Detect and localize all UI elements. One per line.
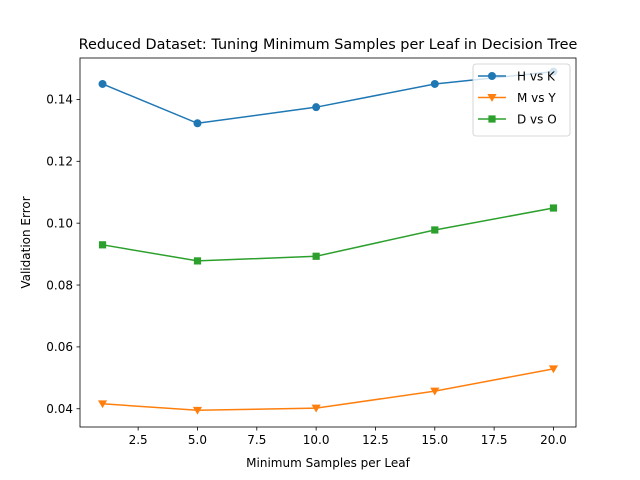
plot-area: [79, 57, 577, 428]
x-tick-label: 17.5: [481, 433, 508, 447]
x-tick-label: 10.0: [303, 433, 330, 447]
data-point-d-vs-o: [312, 252, 320, 260]
y-tick-label: 0.14: [46, 93, 73, 107]
legend-label: H vs K: [517, 69, 556, 83]
x-tick-label: 12.5: [362, 433, 389, 447]
y-axis: 0.04 0.06 0.08 0.10 0.12 0.14: [46, 93, 80, 416]
data-point-m-vs-y: [548, 365, 559, 374]
x-tick-label: 15.0: [421, 433, 448, 447]
data-point-h-vs-k: [430, 79, 439, 88]
data-point-h-vs-k: [193, 119, 202, 128]
data-point-m-vs-y: [430, 387, 440, 396]
x-axis-title: Minimum Samples per Leaf: [246, 456, 410, 470]
legend-swatch-marker: [488, 72, 496, 80]
legend-item-h-vs-k: H vs K: [478, 69, 556, 83]
data-point-d-vs-o: [98, 241, 107, 249]
y-tick-label: 0.10: [46, 216, 73, 230]
legend-item-d-vs-o: D vs O: [478, 112, 557, 126]
y-tick-label: 0.12: [46, 155, 73, 169]
legend-swatch-marker: [487, 94, 497, 102]
y-axis-title: Validation Error: [19, 196, 33, 288]
legend-swatch-marker: [488, 115, 496, 123]
legend-label: M vs Y: [517, 91, 556, 105]
x-tick-label: 5.0: [188, 433, 207, 447]
data-point-h-vs-k: [98, 79, 107, 88]
data-point-d-vs-o: [549, 204, 558, 212]
y-tick-label: 0.08: [46, 278, 73, 292]
data-point-m-vs-y: [192, 406, 203, 415]
y-tick-label: 0.04: [46, 402, 73, 416]
chart-title: Reduced Dataset: Tuning Minimum Samples …: [79, 37, 578, 53]
legend-label: D vs O: [517, 112, 557, 126]
y-tick-label: 0.06: [46, 340, 73, 354]
legend-item-m-vs-y: M vs Y: [478, 91, 556, 105]
series-m-vs-y: [97, 365, 559, 415]
x-tick-label: 2.5: [129, 433, 148, 447]
data-point-m-vs-y: [97, 400, 108, 409]
data-point-m-vs-y: [311, 404, 321, 413]
x-tick-label: 20.0: [540, 433, 567, 447]
series-d-vs-o: [98, 204, 558, 265]
data-point-h-vs-k: [312, 103, 321, 112]
legend: H vs K M vs Y D vs O: [472, 63, 571, 137]
x-axis: 2.5 5.0 7.5 10.0 12.5 15.0 17.5 20.0: [129, 427, 567, 447]
legend-frame: [472, 63, 571, 137]
data-point-d-vs-o: [431, 226, 439, 234]
x-tick-label: 7.5: [247, 433, 266, 447]
data-point-d-vs-o: [193, 257, 202, 265]
